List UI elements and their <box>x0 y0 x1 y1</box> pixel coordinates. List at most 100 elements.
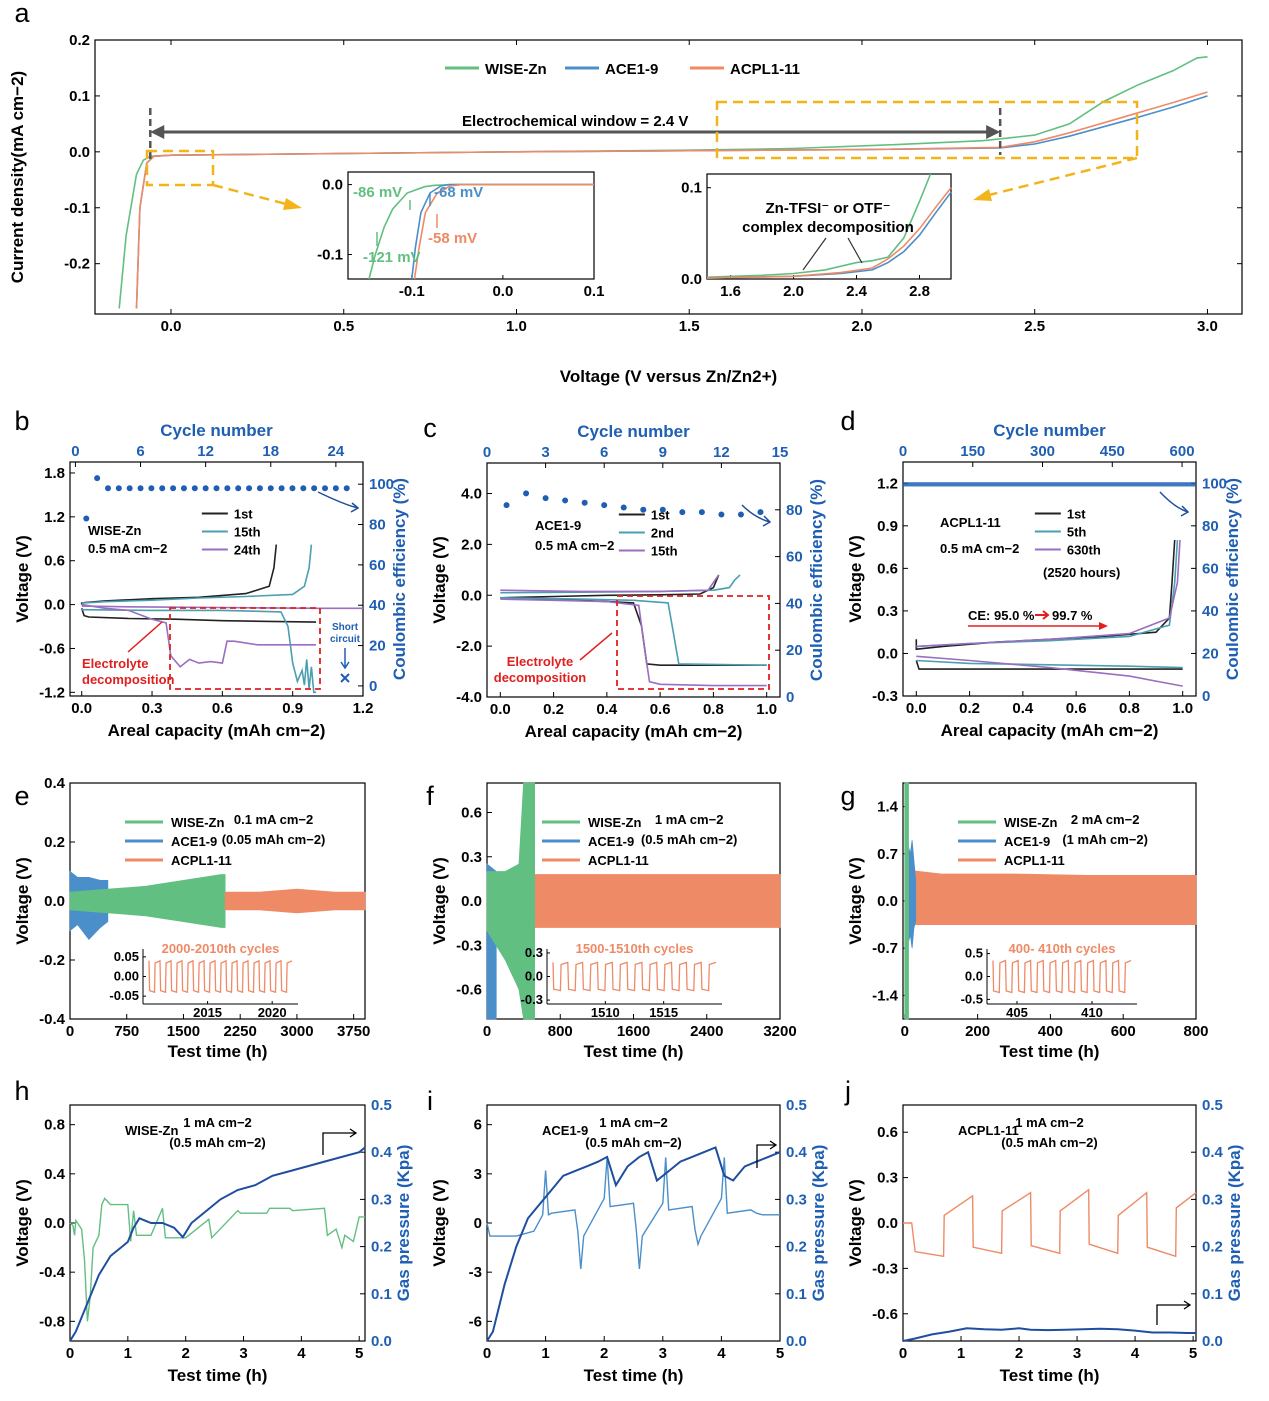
legend-label: ACPL1-11 <box>730 61 800 78</box>
x-tick-label: 0.6 <box>650 701 671 718</box>
inset-y-tick-label: 0.00 <box>114 969 139 984</box>
y-axis-label: Voltage (V) <box>13 1179 32 1267</box>
rate-label: 0.5 mA cm−2 <box>940 541 1019 556</box>
y-tick-label: -0.2 <box>39 952 65 969</box>
inset-x-tick-label: 1510 <box>591 1005 620 1020</box>
y2-tick-label: 0 <box>1202 688 1210 705</box>
a-line-wise-zn <box>118 56 1208 309</box>
x-tick-label: 1600 <box>617 1023 650 1040</box>
y-tick-label: 2.0 <box>461 536 482 553</box>
y-tick-label: -4.0 <box>456 689 482 706</box>
y-tick-label: 1.2 <box>877 475 898 492</box>
x-tick-label: 200 <box>965 1023 990 1040</box>
x-tick-label: 1 <box>124 1345 132 1362</box>
x-tick-label: -0.1 <box>399 283 425 300</box>
x-tick-label: 4 <box>297 1345 306 1362</box>
ce-start-label: CE: 95.0 % <box>968 608 1035 623</box>
x-axis-label: Test time (h) <box>1000 1042 1100 1061</box>
x-tick-label: 600 <box>1111 1023 1136 1040</box>
ce-end-label: 99.7 % <box>1052 608 1093 623</box>
ce-point <box>562 497 569 504</box>
ce-point <box>523 490 530 497</box>
pointer <box>847 237 863 264</box>
legend: WISE-Zn ACE1-9 ACPL1-11 <box>445 61 800 78</box>
y-axis-label: Voltage (V) <box>430 1179 449 1267</box>
x-tick-label: 1.6 <box>720 283 741 300</box>
gas-axis-arrow <box>1156 1300 1192 1325</box>
ce-trend-head <box>1099 622 1108 630</box>
x-tick-label: 1.0 <box>506 318 527 335</box>
d-line-630th-discharge <box>916 655 1183 687</box>
inset-y-tick-label: -0.3 <box>521 992 543 1007</box>
y-tick-label: 0.0 <box>681 271 702 288</box>
cycling-inset: 0.5 0.0 -0.5 405 410 400- 410th cycles <box>961 941 1137 1020</box>
x2-tick-label: 600 <box>1170 443 1195 460</box>
ce-axis-arrow <box>317 491 360 513</box>
y-tick-label: -0.1 <box>64 200 90 217</box>
zoom-box-left <box>145 149 215 187</box>
legend-label: WISE-Zn <box>171 815 224 830</box>
x-tick-label: 0.6 <box>212 700 233 717</box>
panel-f: 0 800 1600 2400 3200 -0.6 -0.3 0.0 0.3 0.6 Test ti… <box>430 782 797 1061</box>
x-tick-label: 2.8 <box>909 283 930 300</box>
x-tick-label: 4 <box>717 1345 726 1362</box>
inset-y-tick-label: 0.05 <box>114 949 139 964</box>
inset-y-tick-label: 0.0 <box>525 969 543 984</box>
y-tick-label: -0.3 <box>456 937 482 954</box>
x2-tick-label: 12 <box>713 444 730 461</box>
legend-label: ACE1-9 <box>1004 834 1050 849</box>
x-tick-label: 0.2 <box>543 701 564 718</box>
ce-point <box>679 509 686 516</box>
legend-label: 2nd <box>651 525 674 540</box>
panel-label: g <box>840 781 855 811</box>
y-axis-label: Current density(mA cm−2) <box>8 71 27 283</box>
x2-tick-label: 3 <box>541 444 549 461</box>
zoom-arrow-right <box>973 189 992 201</box>
inset-frame <box>347 171 595 280</box>
c-line-2nd-discharge <box>500 597 767 666</box>
y2-axis-label: Coulombic efficiency (%) <box>390 478 409 680</box>
ce-point <box>235 485 242 492</box>
ce-point <box>332 485 339 492</box>
y-tick-label: 1.8 <box>44 465 65 482</box>
panel-label: e <box>14 781 29 811</box>
x2-tick-label: 450 <box>1100 443 1125 460</box>
y-tick-label: 0.3 <box>877 1170 898 1187</box>
y-tick-label: -0.7 <box>872 940 898 957</box>
y2-tick-label: 0.0 <box>786 1333 807 1350</box>
x-axis-label: Test time (h) <box>584 1042 684 1061</box>
ce-point <box>503 502 510 509</box>
y-tick-label: 0.1 <box>681 180 702 197</box>
x2-tick-label: 9 <box>659 444 667 461</box>
y2-tick-label: 0.0 <box>1202 1333 1223 1350</box>
x-axis-label: Voltage (V versus Zn/Zn2+) <box>560 367 777 386</box>
y2-tick-label: 0.2 <box>371 1239 392 1256</box>
inset-title: 2000-2010th cycles <box>162 941 280 956</box>
ce-point <box>698 509 705 516</box>
ce-point <box>757 509 764 516</box>
voltage-line <box>903 1188 1197 1258</box>
inset-sawtooth <box>552 961 717 992</box>
decomposition-box <box>616 595 770 690</box>
y-tick-label: -0.1 <box>317 247 343 264</box>
y-axis-label: Voltage (V) <box>846 1179 865 1267</box>
rate-label: 1 mA cm−2 <box>599 1115 668 1130</box>
y2-tick-label: 0.4 <box>786 1144 808 1161</box>
y-tick-label: 0.0 <box>461 587 482 604</box>
d-line-630th <box>916 539 1181 648</box>
short-circuit-x <box>340 673 350 683</box>
x-tick-label: 0 <box>899 1345 907 1362</box>
gas-pressure-line <box>902 1327 1196 1342</box>
ce-point <box>202 485 209 492</box>
ce-point <box>659 506 666 513</box>
ce-point <box>256 485 263 492</box>
panel-d: 0.0 0.2 0.4 0.6 0.8 1.0 -0.3 0.0 0.3 0.6 0.9 1.2 Are… <box>846 421 1242 740</box>
y2-tick-label: 0.2 <box>786 1239 807 1256</box>
inset-label: -58 mV <box>428 230 477 247</box>
inset-right: 1.6 2.0 2.4 2.8 0.0 0.1 Zn-TFSI⁻ or OTF⁻ comple… <box>681 173 952 300</box>
y-tick-label: 0.2 <box>69 32 90 49</box>
legend-label: 1st <box>234 506 253 521</box>
legend-label: WISE-Zn <box>485 61 547 78</box>
d-line-1st-discharge <box>915 660 1183 670</box>
